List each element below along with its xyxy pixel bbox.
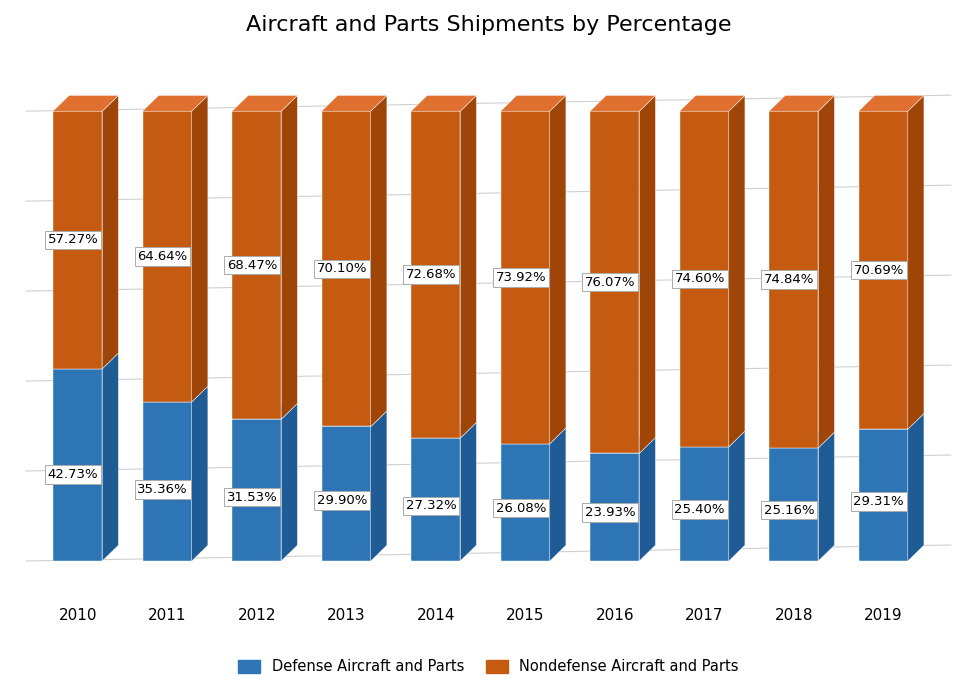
Polygon shape (500, 428, 566, 443)
Bar (590, 111, 639, 453)
Polygon shape (411, 423, 477, 438)
Text: 70.69%: 70.69% (854, 264, 904, 277)
Bar (500, 443, 550, 561)
Polygon shape (53, 95, 118, 111)
Text: 74.84%: 74.84% (764, 273, 815, 286)
Polygon shape (143, 95, 208, 111)
Polygon shape (371, 411, 387, 561)
Text: 29.31%: 29.31% (854, 495, 904, 508)
Polygon shape (143, 386, 208, 402)
Text: 26.08%: 26.08% (495, 502, 546, 515)
Polygon shape (769, 95, 834, 111)
Bar (143, 402, 191, 561)
Polygon shape (281, 95, 297, 419)
Polygon shape (819, 95, 834, 448)
Text: 72.68%: 72.68% (406, 268, 456, 281)
Text: 35.36%: 35.36% (138, 483, 188, 496)
Bar (680, 111, 729, 447)
Bar (53, 369, 103, 561)
Text: 70.10%: 70.10% (317, 262, 367, 276)
Polygon shape (859, 414, 924, 429)
Polygon shape (908, 414, 924, 561)
Bar (769, 448, 819, 561)
Bar (859, 111, 908, 429)
Text: 68.47%: 68.47% (227, 259, 277, 271)
Polygon shape (191, 95, 208, 402)
Bar (769, 111, 819, 448)
Polygon shape (859, 95, 924, 111)
Polygon shape (550, 428, 566, 561)
Text: 31.53%: 31.53% (227, 491, 277, 504)
Bar (500, 111, 550, 443)
Text: 25.40%: 25.40% (674, 503, 725, 516)
Polygon shape (191, 386, 208, 561)
Bar (590, 453, 639, 561)
Polygon shape (281, 403, 297, 561)
Title: Aircraft and Parts Shipments by Percentage: Aircraft and Parts Shipments by Percenta… (246, 15, 731, 35)
Polygon shape (321, 95, 387, 111)
Polygon shape (680, 95, 744, 111)
Polygon shape (590, 95, 656, 111)
Bar (411, 111, 460, 438)
Polygon shape (53, 353, 118, 369)
Polygon shape (639, 95, 656, 453)
Polygon shape (233, 403, 297, 419)
Polygon shape (639, 438, 656, 561)
Polygon shape (680, 431, 744, 447)
Text: 27.32%: 27.32% (405, 499, 456, 512)
Text: 76.07%: 76.07% (585, 276, 635, 289)
Polygon shape (233, 95, 297, 111)
Text: 74.60%: 74.60% (674, 273, 725, 285)
Bar (321, 111, 371, 427)
Text: 57.27%: 57.27% (48, 233, 99, 246)
Text: 29.90%: 29.90% (317, 494, 367, 507)
Polygon shape (550, 95, 566, 443)
Polygon shape (103, 353, 118, 561)
Polygon shape (729, 95, 744, 447)
Text: 73.92%: 73.92% (495, 271, 546, 284)
Polygon shape (460, 423, 477, 561)
Bar (233, 419, 281, 561)
Polygon shape (411, 95, 477, 111)
Polygon shape (769, 432, 834, 448)
Text: 64.64%: 64.64% (138, 250, 188, 263)
Polygon shape (729, 431, 744, 561)
Bar (233, 111, 281, 419)
Bar (411, 438, 460, 561)
Polygon shape (321, 411, 387, 427)
Text: 42.73%: 42.73% (48, 468, 99, 481)
Text: 23.93%: 23.93% (585, 506, 636, 519)
Bar (53, 111, 103, 369)
Polygon shape (500, 95, 566, 111)
Text: 25.16%: 25.16% (764, 504, 815, 516)
Bar (321, 427, 371, 561)
Polygon shape (103, 95, 118, 369)
Polygon shape (908, 95, 924, 429)
Bar (859, 429, 908, 561)
Legend: Defense Aircraft and Parts, Nondefense Aircraft and Parts: Defense Aircraft and Parts, Nondefense A… (233, 654, 744, 680)
Polygon shape (819, 432, 834, 561)
Polygon shape (460, 95, 477, 438)
Polygon shape (371, 95, 387, 427)
Bar (680, 447, 729, 561)
Bar (143, 111, 191, 402)
Polygon shape (590, 438, 656, 453)
